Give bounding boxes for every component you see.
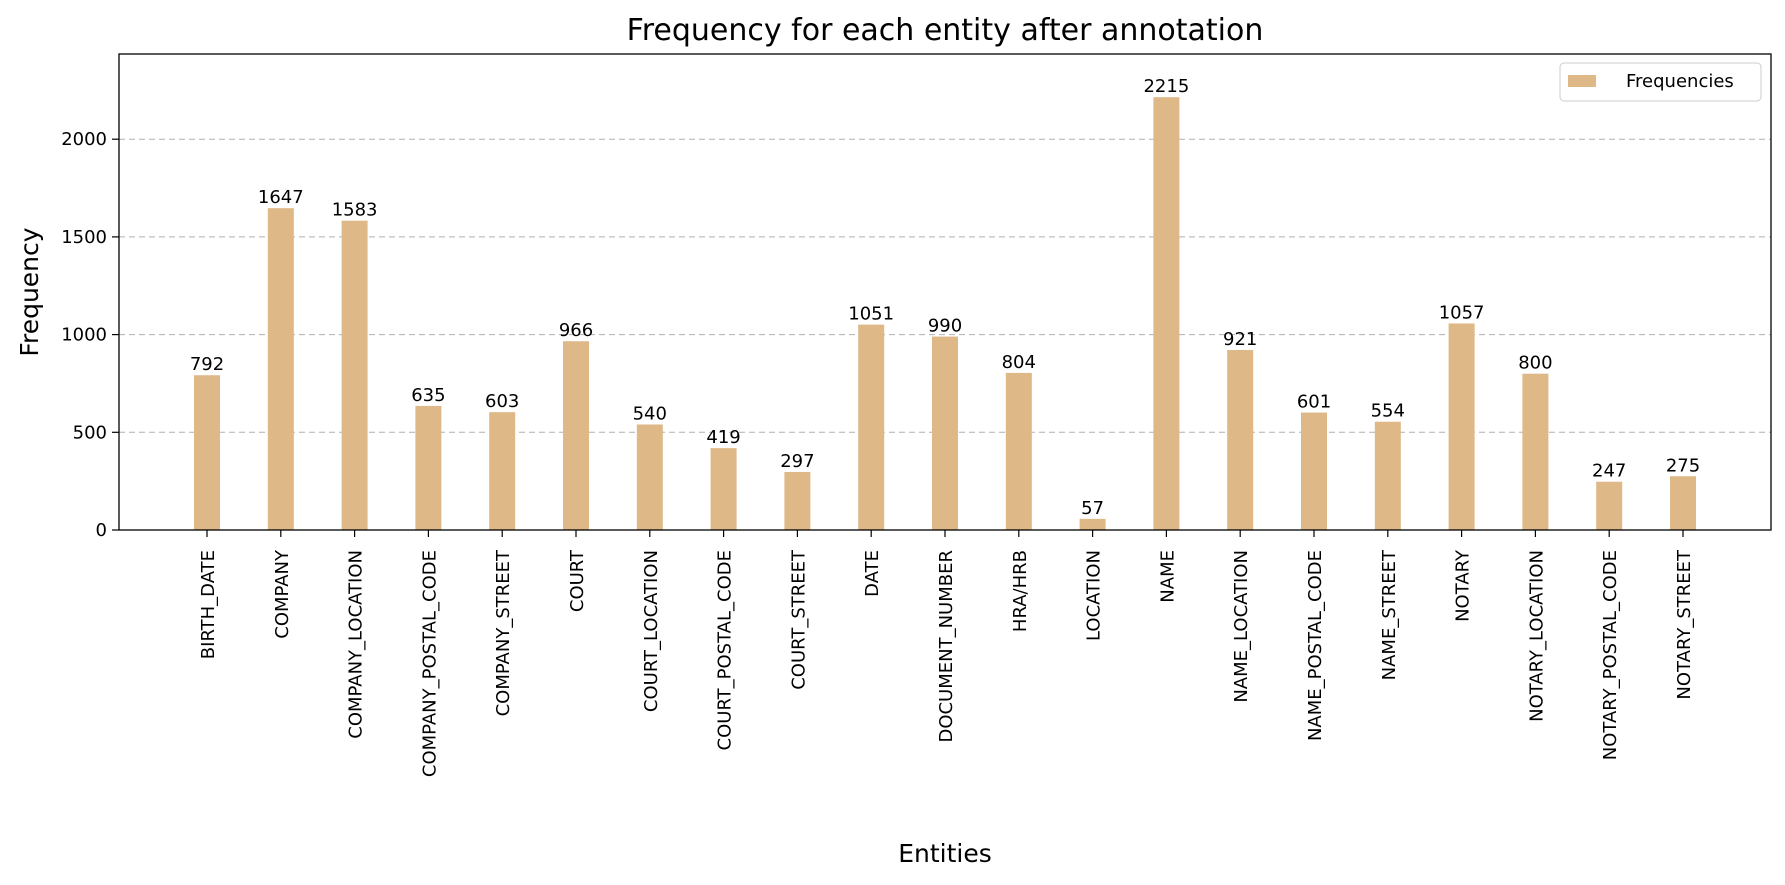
chart-title: Frequency for each entity after annotati… xyxy=(627,13,1264,48)
y-tick-label: 0 xyxy=(96,520,107,541)
x-tick-label: COURT_POSTAL_CODE xyxy=(715,550,736,750)
bar-value-label: 990 xyxy=(928,316,962,337)
x-tick-label: COURT_LOCATION xyxy=(641,550,662,712)
bar-value-label: 800 xyxy=(1518,353,1552,374)
bar-value-label: 57 xyxy=(1081,498,1104,519)
bar-value-label: 792 xyxy=(190,354,224,375)
x-tick-label: COMPANY_LOCATION xyxy=(346,550,367,739)
bar xyxy=(1448,323,1475,530)
bar xyxy=(563,341,589,530)
x-tick-label: NAME xyxy=(1157,550,1178,603)
bar-value-label: 540 xyxy=(633,403,667,424)
x-tick-label: LOCATION xyxy=(1084,550,1105,641)
x-tick-label: COURT xyxy=(567,549,588,612)
bar-value-label: 921 xyxy=(1223,329,1257,350)
bar xyxy=(710,448,737,530)
x-tick-label: NOTARY_LOCATION xyxy=(1526,550,1547,722)
x-tick-label: COMPANY_STREET xyxy=(493,549,514,716)
bar xyxy=(1153,97,1180,531)
x-tick-label: DOCUMENT_NUMBER xyxy=(936,550,957,743)
bar-value-label: 247 xyxy=(1592,461,1626,482)
bar xyxy=(489,412,516,530)
bar-value-label: 966 xyxy=(559,320,593,341)
y-tick-label: 2000 xyxy=(61,129,107,150)
bar xyxy=(784,471,811,530)
x-tick-label: HRA/HRB xyxy=(1010,550,1031,632)
bar-value-label: 297 xyxy=(780,451,814,472)
legend-frame xyxy=(1559,62,1762,102)
bar-value-label: 419 xyxy=(706,427,740,448)
bar xyxy=(341,220,368,530)
x-tick-label: COMPANY xyxy=(272,549,293,639)
bar xyxy=(194,375,220,530)
bar-value-label: 1647 xyxy=(258,187,304,208)
bar-value-label: 635 xyxy=(411,385,445,406)
x-axis-ticks: BIRTH_DATE COMPANY COMPANY_LOCATION COMPANY… xyxy=(198,530,1695,777)
bar xyxy=(1522,373,1549,530)
bar-value-label: 2215 xyxy=(1143,76,1189,97)
bar-value-label: 601 xyxy=(1297,392,1331,413)
data-labels: 792 1647 1583 635 603 966 540 419 297 1051 990 804 5… xyxy=(190,76,1700,519)
x-tick-label: NOTARY xyxy=(1453,549,1474,622)
bar-value-label: 1057 xyxy=(1439,302,1485,323)
bar xyxy=(1301,412,1327,530)
y-tick-label: 1000 xyxy=(61,325,107,346)
bar-value-label: 603 xyxy=(485,391,519,412)
x-tick-label: NOTARY_POSTAL_CODE xyxy=(1600,550,1621,760)
bar-value-label: 1051 xyxy=(848,304,894,325)
y-tick-label: 500 xyxy=(73,422,107,443)
bar xyxy=(1005,372,1032,530)
x-axis-label: Entities xyxy=(898,839,992,868)
x-tick-label: NOTARY_STREET xyxy=(1674,549,1695,700)
bar xyxy=(858,324,885,530)
bar-value-label: 275 xyxy=(1666,455,1700,476)
x-tick-label: NAME_LOCATION xyxy=(1231,550,1252,703)
bars xyxy=(194,97,1696,531)
bar xyxy=(636,424,663,530)
bar xyxy=(1596,481,1623,530)
bar xyxy=(1227,350,1254,530)
legend-swatch xyxy=(1568,75,1596,87)
x-tick-label: NAME_STREET xyxy=(1379,549,1400,680)
bar-value-label: 1583 xyxy=(332,200,378,221)
x-tick-label: BIRTH_DATE xyxy=(198,550,219,659)
legend-label-frequencies: Frequencies xyxy=(1626,71,1734,92)
y-tick-label: 1500 xyxy=(61,227,107,248)
bar xyxy=(1079,518,1106,530)
bar xyxy=(267,208,294,530)
x-tick-label: COMPANY_POSTAL_CODE xyxy=(419,550,440,777)
bar xyxy=(932,336,958,530)
y-axis-ticks: 0 500 1000 1500 2000 xyxy=(61,129,119,541)
x-tick-label: DATE xyxy=(862,550,883,597)
bar-value-label: 554 xyxy=(1371,401,1405,422)
bar xyxy=(415,405,442,530)
x-tick-label: NAME_POSTAL_CODE xyxy=(1305,550,1326,741)
legend: Frequencies xyxy=(1559,62,1762,102)
bar-value-label: 804 xyxy=(1002,352,1036,373)
bar xyxy=(1670,476,1696,530)
x-tick-label: COURT_STREET xyxy=(788,549,809,690)
bar xyxy=(1374,421,1401,530)
y-axis-label: Frequency xyxy=(15,227,44,356)
